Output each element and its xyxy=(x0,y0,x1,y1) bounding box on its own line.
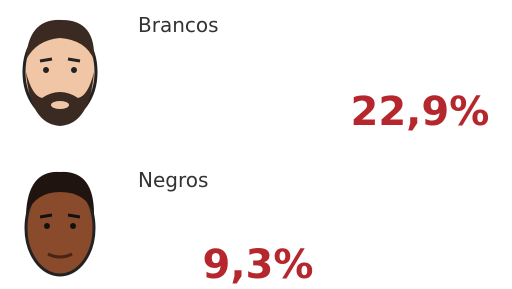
pictogram-bar xyxy=(140,55,368,121)
face-icon xyxy=(26,172,94,275)
value-label: 22,9% xyxy=(351,89,490,135)
category-label: Negros xyxy=(138,168,208,192)
face-icon xyxy=(24,20,96,126)
book-icon xyxy=(140,208,188,274)
book-icon xyxy=(140,55,188,121)
chart: Brancos 22,9% Negros 9,3% xyxy=(0,0,512,289)
pictogram-bar xyxy=(140,208,188,274)
category-label: Brancos xyxy=(138,13,219,37)
value-label: 9,3% xyxy=(203,242,314,288)
book-icon xyxy=(230,55,278,121)
